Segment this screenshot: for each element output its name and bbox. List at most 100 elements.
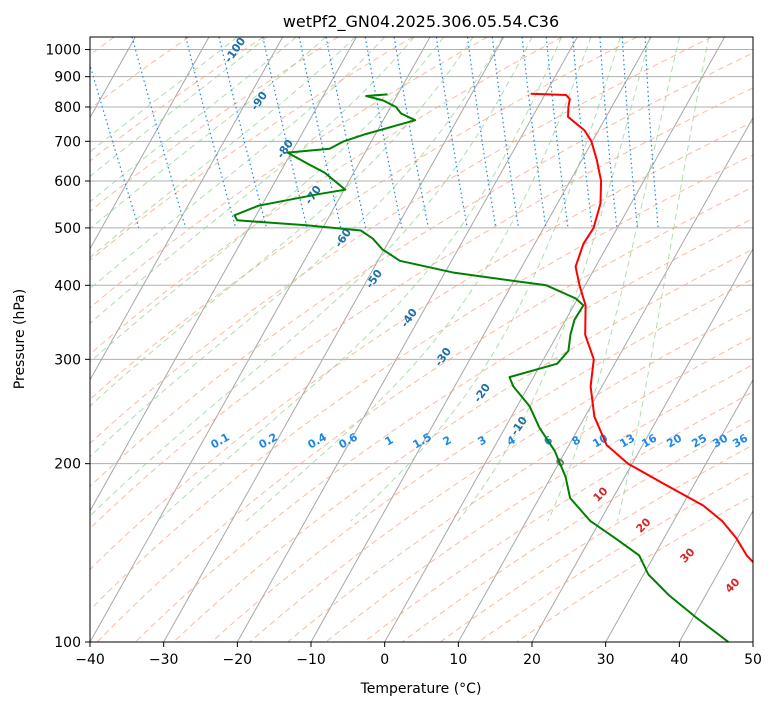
x-tick-label: 40 — [670, 652, 688, 668]
mixing-ratio-line — [572, 37, 593, 228]
y-tick-label: 900 — [54, 70, 81, 86]
moist-adiabat-line — [90, 37, 327, 230]
y-tick-label: 200 — [54, 457, 81, 473]
isotherm-line — [90, 37, 210, 250]
mixing-ratio-label: 2 — [441, 433, 454, 448]
x-tick-label: −30 — [149, 652, 179, 668]
dry-adiabat-line — [90, 37, 414, 261]
dry-adiabat-line — [90, 37, 638, 400]
mixing-ratio-line — [90, 62, 140, 229]
mixing-ratio-label: 13 — [617, 432, 637, 451]
x-tick-label: 10 — [449, 652, 467, 668]
mixing-ratio-label: 0.4 — [306, 430, 330, 451]
y-tick-label: 800 — [54, 100, 81, 116]
moist-adiabat-line — [90, 37, 503, 458]
mixing-ratio-label: 30 — [710, 431, 730, 450]
dry-adiabat-label: -40 — [398, 306, 420, 330]
y-tick-label: 100 — [54, 635, 81, 651]
mixing-ratio-label: 16 — [639, 431, 659, 450]
y-tick-label: 300 — [54, 352, 81, 368]
series-layer — [233, 92, 753, 642]
dry-adiabat-line — [90, 154, 753, 611]
x-tick-label: −10 — [296, 652, 326, 668]
x-tick-label: −40 — [75, 652, 105, 668]
mixing-ratio-line — [435, 37, 468, 229]
isotherm-line — [90, 37, 431, 642]
mixing-ratio-line — [185, 37, 237, 229]
y-tick-label: 1000 — [45, 43, 81, 59]
moist-adiabat-label: 20 — [634, 515, 654, 535]
dry-adiabat-line — [287, 336, 753, 642]
dry-adiabat-line — [516, 495, 753, 642]
isotherm-line — [310, 37, 652, 642]
isotherm-line — [236, 37, 578, 642]
moist-adiabat-line — [157, 37, 562, 522]
mixing-ratio-line — [644, 37, 659, 228]
temperature-line — [530, 92, 753, 564]
y-tick-label: 700 — [54, 134, 81, 150]
moist-adiabat-line — [90, 37, 268, 177]
mixing-ratio-line — [218, 37, 268, 229]
plot-frame — [89, 36, 754, 643]
mixing-ratio-label: 20 — [664, 431, 684, 450]
mixing-ratio-label: 1 — [383, 433, 396, 448]
mixing-ratio-line — [491, 37, 520, 228]
tick-layer: −40 −30 −20 −10 0 10 20 30 40 50 100 200 300 400 500 60… — [45, 43, 762, 668]
x-axis-title: Temperature (°C) — [360, 681, 482, 697]
moist-adiabat-line — [90, 37, 297, 203]
mixing-ratio-line — [521, 37, 547, 228]
moist-adiabat-line — [547, 37, 680, 522]
mixing-ratio-label: 10 — [590, 431, 610, 450]
moist-adiabat-line — [90, 37, 356, 259]
mixing-ratio-line — [545, 37, 569, 228]
dry-adiabat-line — [90, 37, 264, 162]
mixing-ratio-line — [364, 37, 403, 229]
mixing-ratio-label: 3 — [476, 433, 489, 448]
mixing-ratio-line — [298, 37, 342, 229]
isotherm-line — [384, 37, 726, 642]
x-tick-label: −20 — [223, 652, 253, 668]
dry-adiabat-line — [440, 444, 753, 642]
moist-adiabat-label: 30 — [678, 545, 698, 565]
dry-adiabat-line — [90, 37, 563, 355]
chart-title: wetPf2_GN04.2025.306.05.54.C36 — [283, 12, 559, 32]
moist-adiabat-line — [90, 37, 533, 517]
y-tick-label: 400 — [54, 278, 81, 294]
dry-adiabat-label: -80 — [274, 137, 296, 161]
x-tick-label: 30 — [597, 652, 615, 668]
moist-adiabat-line — [350, 37, 621, 522]
mixing-ratio-label: 0.1 — [209, 430, 232, 451]
moist-adiabat-line — [90, 37, 238, 153]
isotherm-line — [457, 116, 753, 642]
isotherm-line — [531, 247, 753, 642]
dry-adiabat-label: -20 — [471, 381, 493, 405]
isotherm-line — [678, 509, 753, 642]
mixing-ratio-label: 25 — [689, 432, 709, 451]
mixing-ratio-line — [131, 37, 187, 229]
dry-adiabat-line — [90, 37, 488, 309]
isotherm-line — [752, 640, 753, 642]
mixing-ratio-label: 0.2 — [257, 430, 280, 451]
y-tick-label: 600 — [54, 174, 81, 190]
mixing-ratio-line — [599, 37, 618, 228]
moist-adiabat-line — [616, 37, 710, 522]
mixing-ratio-label: 0.6 — [337, 430, 361, 451]
mixing-ratio-line — [262, 37, 308, 229]
dry-adiabat-line — [249, 307, 753, 642]
mixing-ratio-line — [393, 37, 429, 229]
dry-adiabat-label: -30 — [432, 345, 454, 369]
dry-adiabat-line — [90, 87, 753, 530]
isotherm-line — [90, 37, 284, 381]
isotherm-line — [163, 37, 505, 642]
dewpoint-line — [233, 93, 730, 642]
moist-adiabat-line — [90, 37, 444, 363]
y-axis-title: Pressure (hPa) — [12, 289, 28, 389]
dry-adiabat-line — [90, 37, 339, 212]
dry-adiabat-line — [401, 418, 753, 642]
label-layer: 0.1 0.2 0.4 0.6 1 1.5 2 3 4 6 8 10 13 16 20 25 30 36-100-… — [209, 35, 751, 596]
moist-adiabat-label: 40 — [723, 575, 743, 595]
grid-layer — [90, 37, 753, 642]
isotherm-line — [90, 37, 357, 512]
mixing-ratio-line — [621, 37, 638, 228]
